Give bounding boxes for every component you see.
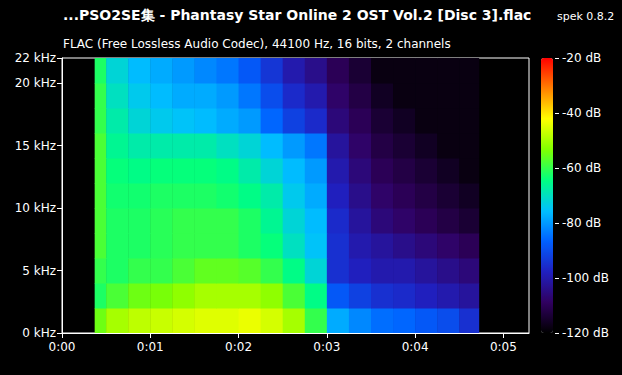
svg-text:-120 dB: -120 dB	[562, 326, 609, 340]
svg-text:15 kHz: 15 kHz	[15, 139, 56, 153]
svg-text:...PSO2SE集 - Phantasy Star Onl: ...PSO2SE集 - Phantasy Star Online 2 OST …	[63, 7, 531, 23]
svg-text:0:05: 0:05	[490, 340, 517, 354]
svg-text:0:03: 0:03	[313, 340, 340, 354]
svg-text:spek 0.8.2: spek 0.8.2	[557, 10, 614, 23]
svg-text:-100 dB: -100 dB	[562, 271, 609, 285]
svg-text:-20 dB: -20 dB	[562, 51, 601, 65]
svg-text:-80 dB: -80 dB	[562, 216, 601, 230]
svg-text:5 kHz: 5 kHz	[22, 264, 56, 278]
svg-text:-60 dB: -60 dB	[562, 161, 601, 175]
svg-text:0:01: 0:01	[137, 340, 164, 354]
svg-text:22 kHz: 22 kHz	[15, 51, 56, 65]
svg-text:-40 dB: -40 dB	[562, 106, 601, 120]
svg-text:0:00: 0:00	[49, 340, 76, 354]
svg-text:10 kHz: 10 kHz	[15, 201, 56, 215]
svg-text:0:02: 0:02	[225, 340, 252, 354]
svg-text:0 kHz: 0 kHz	[22, 326, 56, 340]
svg-text:FLAC (Free Lossless Audio Code: FLAC (Free Lossless Audio Codec), 44100 …	[63, 37, 451, 51]
svg-text:20 kHz: 20 kHz	[15, 76, 56, 90]
svg-text:0:04: 0:04	[402, 340, 429, 354]
